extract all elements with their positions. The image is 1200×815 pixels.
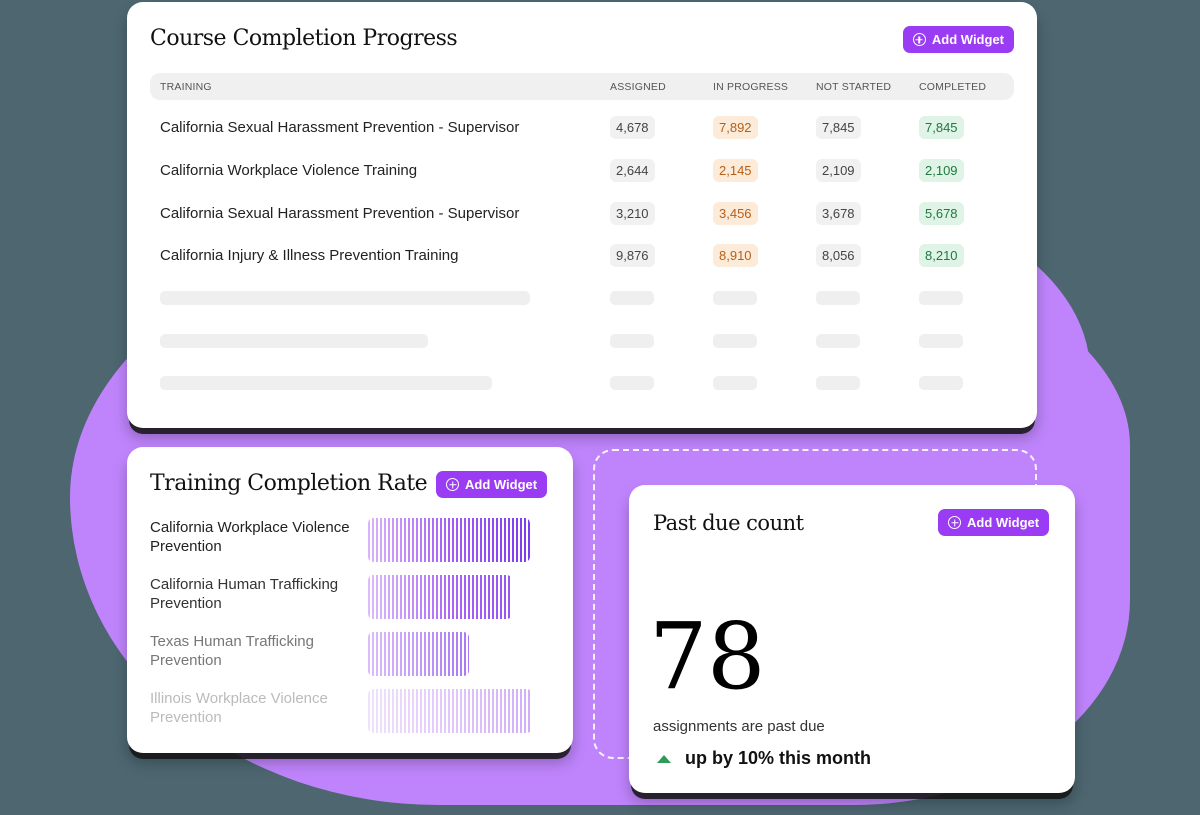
plus-circle-icon bbox=[446, 478, 459, 491]
skeleton-bar bbox=[816, 291, 860, 305]
trend-indicator: up by 10% this month bbox=[657, 748, 871, 769]
add-widget-label: Add Widget bbox=[465, 477, 538, 492]
card-title: Training Completion Rate bbox=[150, 471, 428, 496]
past-due-count-value: 78 bbox=[649, 603, 766, 710]
column-header-training[interactable]: TRAINING bbox=[160, 81, 212, 93]
rate-item[interactable]: California Workplace Violence Prevention bbox=[150, 518, 550, 562]
completed-count: 5,678 bbox=[919, 202, 964, 225]
column-header-not-started[interactable]: NOT STARTED bbox=[816, 81, 892, 93]
table-row[interactable]: California Sexual Harassment Prevention … bbox=[150, 199, 1014, 229]
not-started-count: 2,109 bbox=[816, 159, 861, 182]
card-title: Past due count bbox=[653, 511, 804, 535]
rate-item[interactable]: California Human Trafficking Prevention bbox=[150, 575, 550, 619]
rate-bar bbox=[368, 632, 469, 676]
skeleton-bar bbox=[919, 334, 963, 348]
assigned-count: 2,644 bbox=[610, 159, 655, 182]
skeleton-bar bbox=[610, 334, 654, 348]
training-name: California Sexual Harassment Prevention … bbox=[160, 119, 520, 136]
rate-bar bbox=[368, 575, 512, 619]
completed-count: 7,845 bbox=[919, 116, 964, 139]
skeleton-bar bbox=[816, 334, 860, 348]
add-widget-button[interactable]: Add Widget bbox=[436, 471, 548, 498]
skeleton-bar bbox=[919, 376, 963, 390]
column-header-in-progress[interactable]: IN PROGRESS bbox=[713, 81, 789, 93]
assigned-count: 4,678 bbox=[610, 116, 655, 139]
skeleton-bar bbox=[610, 291, 654, 305]
assigned-count: 3,210 bbox=[610, 202, 655, 225]
assigned-count: 9,876 bbox=[610, 244, 655, 267]
plus-circle-icon bbox=[948, 516, 961, 529]
column-header-completed[interactable]: COMPLETED bbox=[919, 81, 987, 93]
add-widget-label: Add Widget bbox=[931, 32, 1004, 47]
skeleton-bar bbox=[610, 376, 654, 390]
not-started-count: 8,056 bbox=[816, 244, 861, 267]
training-completion-rate-card: Training Completion Rate Add Widget Cali… bbox=[127, 447, 573, 753]
training-name: California Injury & Illness Prevention T… bbox=[160, 247, 459, 264]
add-widget-button[interactable]: Add Widget bbox=[902, 26, 1014, 53]
not-started-count: 3,678 bbox=[816, 202, 861, 225]
card-title: Course Completion Progress bbox=[150, 26, 458, 51]
rate-item-label: Texas Human Trafficking Prevention bbox=[150, 633, 314, 669]
skeleton-bar bbox=[160, 376, 492, 390]
skeleton-bar bbox=[160, 334, 428, 348]
rate-item[interactable]: Texas Human Trafficking Prevention bbox=[150, 632, 550, 676]
completed-count: 8,210 bbox=[919, 244, 964, 267]
in-progress-count: 7,892 bbox=[713, 116, 758, 139]
rate-bar bbox=[368, 518, 530, 562]
past-due-subtitle: assignments are past due bbox=[653, 718, 825, 735]
rate-item-label: California Human Trafficking Prevention bbox=[150, 576, 339, 612]
rate-item-label: California Workplace Violence Prevention bbox=[150, 519, 350, 555]
table-row[interactable]: California Injury & Illness Prevention T… bbox=[150, 241, 1014, 271]
skeleton-bar bbox=[816, 376, 860, 390]
in-progress-count: 8,910 bbox=[713, 244, 758, 267]
table-row[interactable]: California Workplace Violence Training 2… bbox=[150, 156, 1014, 186]
add-widget-button[interactable]: Add Widget bbox=[938, 509, 1050, 536]
skeleton-bar bbox=[713, 376, 757, 390]
column-header-assigned[interactable]: ASSIGNED bbox=[610, 81, 666, 93]
skeleton-bar bbox=[713, 334, 757, 348]
training-name: California Workplace Violence Training bbox=[160, 162, 418, 179]
triangle-up-icon bbox=[657, 754, 671, 763]
plus-circle-icon bbox=[912, 33, 926, 46]
table-header: TRAINING ASSIGNED IN PROGRESS NOT STARTE… bbox=[150, 73, 1014, 100]
add-widget-label: Add Widget bbox=[967, 515, 1040, 530]
trend-text: up by 10% this month bbox=[685, 748, 872, 768]
skeleton-bar bbox=[713, 291, 757, 305]
in-progress-count: 2,145 bbox=[713, 159, 758, 182]
training-name: California Sexual Harassment Prevention … bbox=[160, 205, 520, 222]
rate-item-label: Illinois Workplace Violence Prevention bbox=[150, 690, 328, 726]
past-due-count-card: Past due count Add Widget 78 assignments… bbox=[629, 485, 1075, 793]
table-row[interactable]: California Sexual Harassment Prevention … bbox=[150, 113, 1014, 143]
rate-bar bbox=[368, 689, 532, 733]
skeleton-bar bbox=[160, 291, 530, 305]
not-started-count: 7,845 bbox=[816, 116, 861, 139]
course-completion-card: Course Completion Progress Add Widget TR… bbox=[127, 2, 1037, 428]
in-progress-count: 3,456 bbox=[713, 202, 758, 225]
completed-count: 2,109 bbox=[919, 159, 964, 182]
skeleton-bar bbox=[919, 291, 963, 305]
rate-item[interactable]: Illinois Workplace Violence Prevention bbox=[150, 689, 550, 733]
